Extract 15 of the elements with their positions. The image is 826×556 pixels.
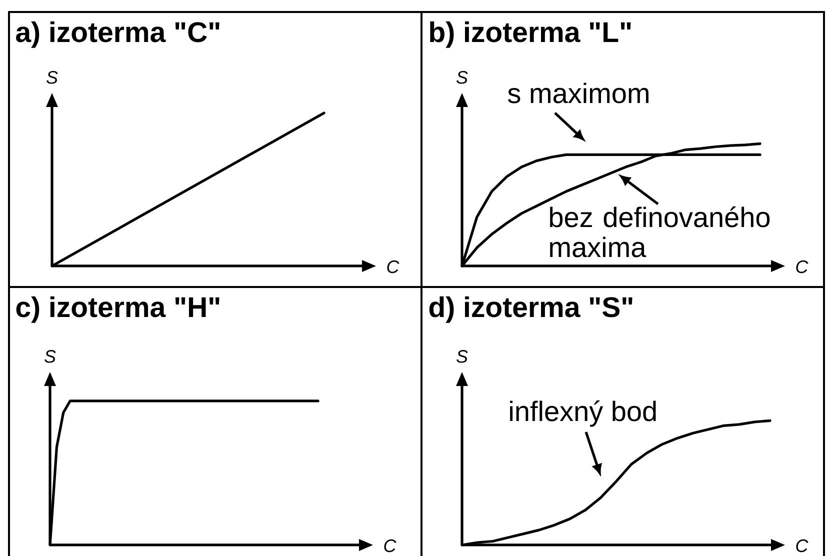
x-axis-title: C <box>796 539 808 552</box>
y-axis-title: S <box>46 71 58 84</box>
chart-title: c) izoterma "H" <box>16 296 220 323</box>
annotation: bez definovaného maxima <box>550 206 770 258</box>
y-axis-title: S <box>456 350 468 363</box>
x-axis-title: C <box>384 539 396 552</box>
annotation: inflexný bod <box>510 400 656 427</box>
chart-title: a) izoterma "C" <box>16 21 220 48</box>
y-axis-title: S <box>44 350 56 363</box>
chart-title: b) izoterma "L" <box>430 21 631 48</box>
x-axis-title: C <box>796 260 808 274</box>
y-axis-title: S <box>456 71 468 84</box>
chart-title: d) izoterma "S" <box>429 296 632 323</box>
text: s maximom <box>508 82 648 104</box>
x-axis-title: C <box>387 260 400 274</box>
